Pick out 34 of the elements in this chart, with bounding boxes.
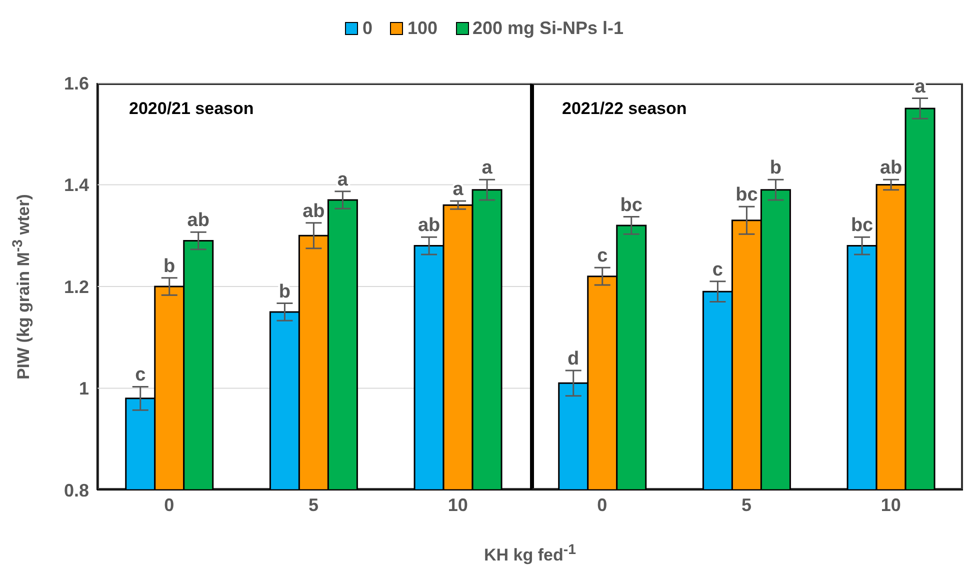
- x-tick-label: 5: [308, 494, 319, 515]
- x-tick-label: 0: [597, 494, 608, 515]
- data-label: bc: [736, 184, 758, 206]
- legend-label: 100: [407, 18, 438, 39]
- data-label: c: [597, 246, 608, 267]
- data-label: bc: [620, 194, 643, 216]
- data-label: b: [278, 281, 291, 302]
- annotation: 2021/22 season: [562, 99, 687, 119]
- x-axis-title: KH kg fed$^{-1}$: [483, 542, 577, 566]
- y-tick-label: 1.4: [64, 175, 89, 196]
- data-label: a: [482, 158, 493, 179]
- data-label: ab: [302, 200, 325, 222]
- data-label: ab: [880, 158, 902, 179]
- annotation: 2020/21 season: [129, 99, 254, 119]
- data-label: c: [712, 259, 724, 280]
- data-label: bc: [850, 215, 874, 236]
- data-label: ab: [187, 210, 210, 232]
- data-label: b: [770, 158, 782, 179]
- x-tick-label: 0: [164, 494, 174, 515]
- y-tick-label: 1.6: [64, 73, 89, 94]
- data-label: c: [135, 364, 146, 386]
- data-label: a: [452, 179, 464, 200]
- x-tick-label: 10: [448, 494, 468, 515]
- y-tick-label: 1: [78, 378, 89, 399]
- data-label: b: [164, 256, 176, 277]
- y-tick-label: 0.8: [64, 480, 89, 500]
- x-tick-label: 5: [741, 494, 752, 515]
- data-label: ab: [418, 215, 440, 236]
- legend-label: 200 mg Si-NPs l-1: [472, 18, 624, 39]
- y-tick-label: 1.2: [64, 276, 89, 297]
- x-tick-label: 10: [880, 494, 901, 515]
- legend-label: 0: [362, 18, 372, 39]
- data-label: d: [568, 348, 580, 370]
- data-label: a: [337, 169, 348, 190]
